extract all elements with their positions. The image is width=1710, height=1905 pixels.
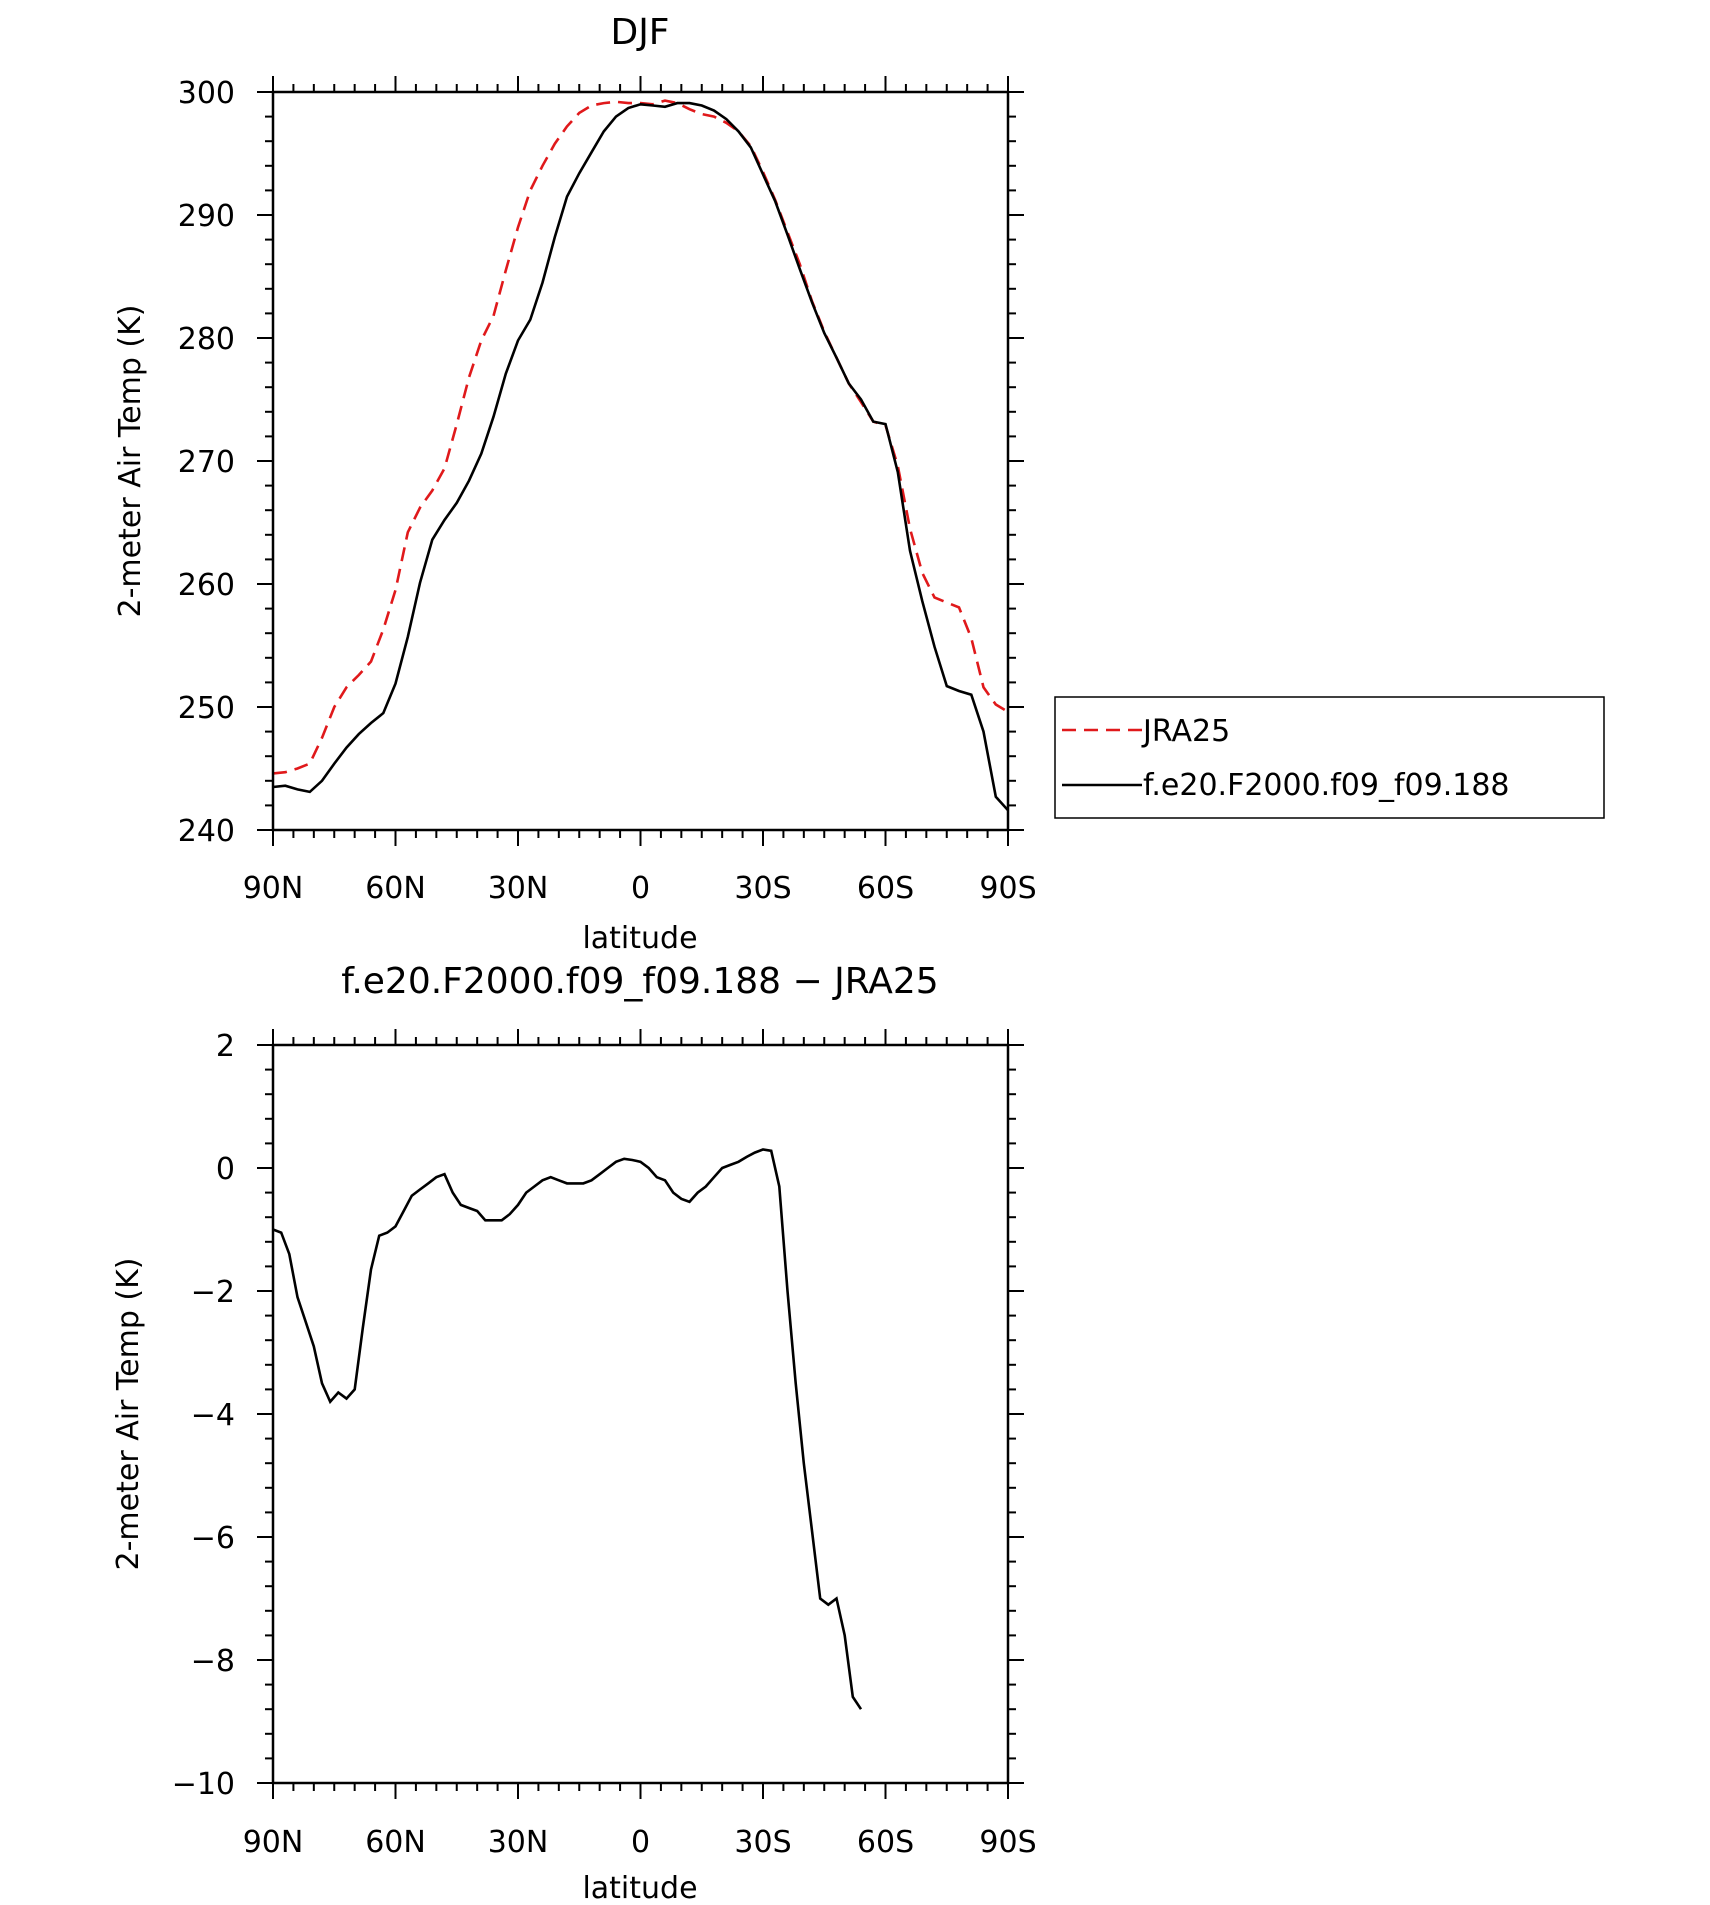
- legend-box: [1054, 696, 1605, 819]
- x-tick-label: 0: [631, 1825, 650, 1860]
- y-tick-label: −4: [191, 1398, 235, 1433]
- x-tick-label: 30S: [734, 871, 791, 906]
- top-series-jra25-line: [273, 99, 1008, 775]
- bottom-x-tick-labels: 90N 60N 30N 0 30S 60S 90S: [243, 1825, 1037, 1860]
- x-tick-label: 30N: [488, 871, 549, 906]
- bottom-chart-title: f.e20.F2000.f09_f09.188 − JRA25: [341, 961, 938, 1002]
- top-y-tick-labels: 240 250 260 270 280 290 300: [178, 76, 235, 849]
- y-tick-label: 2: [216, 1029, 235, 1064]
- bottom-ticks: [257, 1029, 1024, 1799]
- legend: JRA25 f.e20.F2000.f09_f09.188: [1054, 696, 1605, 819]
- y-tick-label: 260: [178, 568, 235, 603]
- bottom-y-axis-label: 2-meter Air Temp (K): [111, 1258, 146, 1571]
- x-tick-label: 90S: [979, 871, 1036, 906]
- y-tick-label: 290: [178, 199, 235, 234]
- bottom-x-axis-label: latitude: [582, 1871, 697, 1905]
- top-x-axis-label: latitude: [582, 921, 697, 956]
- x-tick-label: 90N: [243, 871, 304, 906]
- x-tick-label: 30N: [488, 1825, 549, 1860]
- legend-label-model: f.e20.F2000.f09_f09.188: [1143, 768, 1510, 803]
- bottom-panel: f.e20.F2000.f09_f09.188 − JRA25 −10−8−6−…: [111, 961, 1037, 1905]
- y-tick-label: 300: [178, 76, 235, 111]
- y-tick-label: 280: [178, 322, 235, 357]
- bottom-y-tick-labels: −10 −8 −6 −4 −2 0 2: [172, 1029, 235, 1802]
- y-tick-label: −10: [172, 1767, 235, 1802]
- top-y-axis-label: 2-meter Air Temp (K): [113, 305, 148, 618]
- x-tick-label: 60S: [857, 871, 914, 906]
- bottom-plot-frame: [271, 1043, 1010, 1785]
- top-plot-frame: [271, 90, 1010, 832]
- legend-label-jra25: JRA25: [1141, 714, 1230, 749]
- top-x-tick-labels: 90N 60N 30N 0 30S 60S 90S: [243, 871, 1037, 906]
- x-tick-label: 60N: [365, 1825, 426, 1860]
- y-tick-label: 250: [178, 691, 235, 726]
- y-tick-label: −2: [191, 1275, 235, 1310]
- y-tick-label: −6: [191, 1521, 235, 1556]
- x-tick-label: 90S: [979, 1825, 1036, 1860]
- x-tick-label: 30S: [734, 1825, 791, 1860]
- bottom-series-difference-line: [273, 1148, 863, 1710]
- x-tick-label: 90N: [243, 1825, 304, 1860]
- x-tick-label: 60S: [857, 1825, 914, 1860]
- top-ticks: [257, 76, 1024, 846]
- x-tick-label: 0: [631, 871, 650, 906]
- top-series-model-line: [273, 101, 1008, 812]
- top-series-group: [273, 99, 1008, 812]
- bottom-series-group: [273, 1148, 863, 1710]
- y-tick-label: 240: [178, 814, 235, 849]
- top-chart-title: DJF: [610, 12, 669, 53]
- x-tick-label: 60N: [365, 871, 426, 906]
- y-tick-label: 270: [178, 445, 235, 480]
- top-panel: DJF 240 250 260 270 280 290 300 90N 60N 30N 0 30S 6…: [113, 12, 1605, 956]
- y-tick-label: −8: [191, 1644, 235, 1679]
- y-tick-label: 0: [216, 1152, 235, 1187]
